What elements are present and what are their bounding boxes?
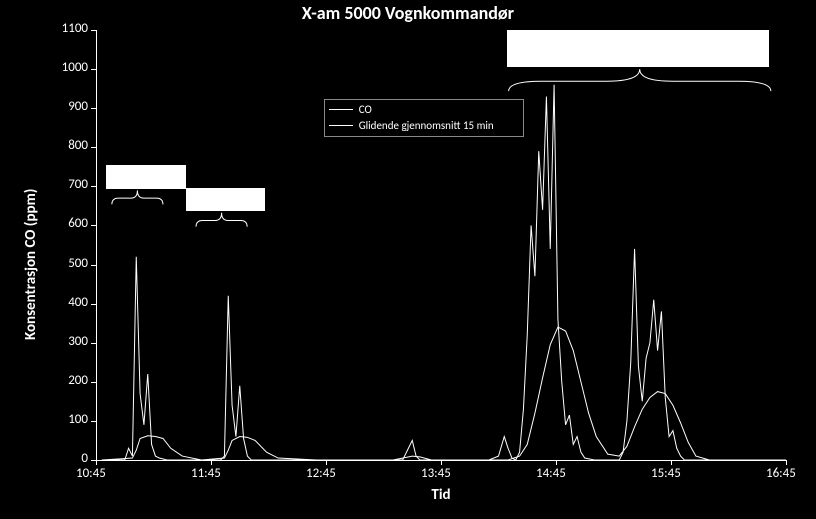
- brace-icon: [0, 0, 816, 519]
- chart-container: X-am 5000 Vognkommandør Konsentrasjon CO…: [0, 0, 816, 519]
